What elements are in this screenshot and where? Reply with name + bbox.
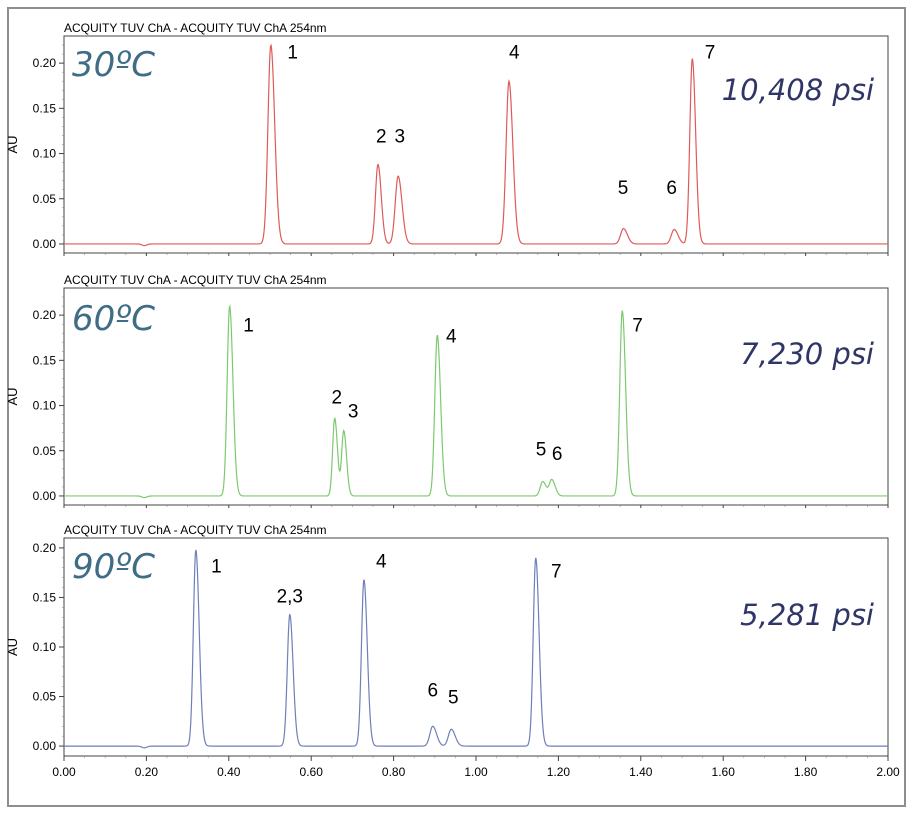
x-tick-label: 0.20 — [135, 765, 159, 779]
y-tick-label: 0.10 — [33, 147, 57, 161]
pressure-label: 10,408 psi — [722, 73, 874, 107]
peak-label: 1 — [287, 43, 298, 64]
pressure-label: 7,230 psi — [740, 337, 874, 371]
peak-label: 6 — [427, 681, 438, 702]
x-tick-label: 1.60 — [712, 765, 736, 779]
y-tick-label: 0.10 — [33, 399, 57, 413]
y-tick-label: 0.00 — [33, 739, 57, 753]
x-tick-label: 1.80 — [794, 765, 818, 779]
x-tick-label: 0.80 — [382, 765, 406, 779]
figure-frame — [7, 7, 906, 807]
peak-label: 4 — [509, 43, 520, 64]
x-tick-label: 1.20 — [547, 765, 571, 779]
chromatogram-panel-2: ACQUITY TUV ChA - ACQUITY TUV ChA 254nm 0… — [5, 273, 889, 508]
x-tick-label: 1.40 — [629, 765, 653, 779]
peak-label: 4 — [376, 552, 387, 573]
x-tick-label: 0.40 — [217, 765, 241, 779]
detector-header: ACQUITY TUV ChA - ACQUITY TUV ChA 254nm — [64, 523, 327, 537]
y-tick-label: 0.05 — [33, 690, 57, 704]
y-tick-label: 0.20 — [33, 541, 57, 555]
peak-label: 1 — [243, 315, 254, 336]
peak-label: 4 — [446, 326, 457, 347]
y-tick-label: 0.20 — [33, 308, 57, 322]
peak-label: 7 — [632, 315, 643, 336]
peak-label: 6 — [666, 178, 677, 199]
chromatogram-trace — [64, 304, 888, 499]
y-tick-label: 0.15 — [33, 101, 57, 115]
x-tick-label: 0.00 — [52, 765, 76, 779]
peak-label: 5 — [448, 687, 459, 708]
chromatogram-trace — [64, 43, 888, 247]
x-tick-label: 1.00 — [464, 765, 488, 779]
peak-label: 7 — [705, 43, 716, 64]
detector-header: ACQUITY TUV ChA - ACQUITY TUV ChA 254nm — [64, 273, 327, 287]
peak-label: 5 — [618, 178, 629, 199]
y-tick-label: 0.00 — [33, 237, 57, 251]
y-tick-label: 0.00 — [33, 489, 57, 503]
x-tick-label: 2.00 — [876, 765, 900, 779]
plot-area — [63, 537, 889, 757]
temperature-label: 30ºC — [72, 45, 155, 85]
peak-label: 3 — [394, 127, 405, 148]
temperature-label: 90ºC — [72, 547, 155, 587]
peak-label: 1 — [211, 557, 222, 578]
peak-label: 3 — [348, 401, 359, 422]
plot-area — [63, 287, 889, 506]
y-tick-label: 0.05 — [33, 444, 57, 458]
pressure-label: 5,281 psi — [740, 598, 874, 632]
chromatogram-panel-1: ACQUITY TUV ChA - ACQUITY TUV ChA 254nm 0… — [5, 21, 889, 256]
chromatogram-panel-3: ACQUITY TUV ChA - ACQUITY TUV ChA 254nm 0… — [5, 523, 900, 779]
peak-label: 6 — [552, 444, 563, 465]
y-axis-label: AU — [5, 135, 20, 153]
peak-label: 2,3 — [277, 586, 303, 607]
y-tick-label: 0.10 — [33, 640, 57, 654]
peak-label: 2 — [376, 127, 387, 148]
x-tick-label: 0.60 — [300, 765, 324, 779]
y-tick-label: 0.15 — [33, 353, 57, 367]
y-axis-label: AU — [5, 638, 20, 656]
y-tick-label: 0.15 — [33, 590, 57, 604]
peak-label: 2 — [331, 388, 342, 409]
temperature-label: 60ºC — [72, 299, 155, 339]
plot-area — [63, 35, 889, 254]
y-tick-label: 0.20 — [33, 56, 57, 70]
peak-label: 5 — [536, 439, 547, 460]
peak-label: 7 — [551, 562, 562, 583]
y-axis-label: AU — [5, 387, 20, 405]
detector-header: ACQUITY TUV ChA - ACQUITY TUV ChA 254nm — [64, 21, 327, 35]
y-tick-label: 0.05 — [33, 192, 57, 206]
chromatogram-trace — [64, 549, 888, 749]
